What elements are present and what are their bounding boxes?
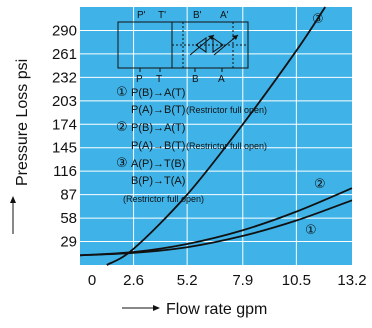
y-tick-label: 261 <box>52 46 77 63</box>
schematic-bottom-label-t: T <box>156 74 162 85</box>
annotation-4-text: P(A)→B(T) <box>131 140 185 152</box>
schematic-top-label-b: B' <box>193 10 202 21</box>
annotation-5-num: ③ <box>116 156 128 171</box>
annotation-1-num: ① <box>116 85 128 100</box>
x-tick-label: 2.6 <box>123 272 144 289</box>
y-tick-label: 174 <box>52 116 77 133</box>
schematic-bottom-label-b: B <box>192 74 199 85</box>
x-tick-label: 13.2 <box>337 272 366 289</box>
x-tick-label: 10.5 <box>282 272 311 289</box>
y-tick-label: 87 <box>60 187 77 204</box>
y-tick-label: 145 <box>52 140 77 157</box>
y-tick-label: 203 <box>52 93 77 110</box>
y-axis-arrow-head <box>10 196 16 203</box>
series-line-3 <box>106 6 326 266</box>
y-axis-title: Pressure Loss psi <box>14 59 31 186</box>
y-tick-label: 232 <box>52 69 77 86</box>
y-tick-label: 29 <box>60 234 77 251</box>
annotation-2-text: P(A)→B(T) <box>131 104 185 116</box>
x-tick-labels: 0 2.6 5.2 7.9 10.5 13.2 <box>88 272 367 289</box>
y-tick-labels: 29 58 87 116 145 174 203 232 261 290 <box>52 22 77 250</box>
annotation-1-text: P(B)→A(T) <box>131 87 185 99</box>
annotation-3-num: ② <box>116 120 128 135</box>
x-axis-title: Flow rate gpm <box>166 301 267 318</box>
annotation-3-text: P(B)→A(T) <box>131 122 185 134</box>
annotation-5-text: A(P)→T(B) <box>131 158 185 170</box>
schematic-top-label-a: A' <box>220 10 229 21</box>
curve-2-marker: ② <box>314 177 326 192</box>
curve-3-marker: ③ <box>312 12 324 27</box>
valve-schematic: P' T' B' A' P T B A <box>117 10 249 85</box>
x-tick-label: 7.9 <box>232 272 253 289</box>
grid <box>80 7 352 265</box>
y-tick-label: 58 <box>60 210 77 227</box>
series-lines <box>79 6 353 266</box>
x-axis-arrow-head <box>153 305 160 311</box>
y-tick-label: 290 <box>52 22 77 39</box>
annotation-2-note: (Restrictor full open) <box>186 105 267 115</box>
x-tick-label: 0 <box>88 272 96 289</box>
curve-1-marker: ① <box>305 223 317 238</box>
schematic-top-label-p: P' <box>137 10 146 21</box>
schematic-bottom-label-a: A <box>218 74 225 85</box>
x-tick-label: 5.2 <box>177 272 198 289</box>
schematic-top-label-t: T' <box>158 10 166 21</box>
y-tick-label: 116 <box>53 163 77 180</box>
annotation-7-note: (Restrictor full open) <box>123 194 204 204</box>
schematic-bottom-label-p: P <box>136 74 143 85</box>
annotation-6-text: B(P)→T(A) <box>131 175 185 187</box>
